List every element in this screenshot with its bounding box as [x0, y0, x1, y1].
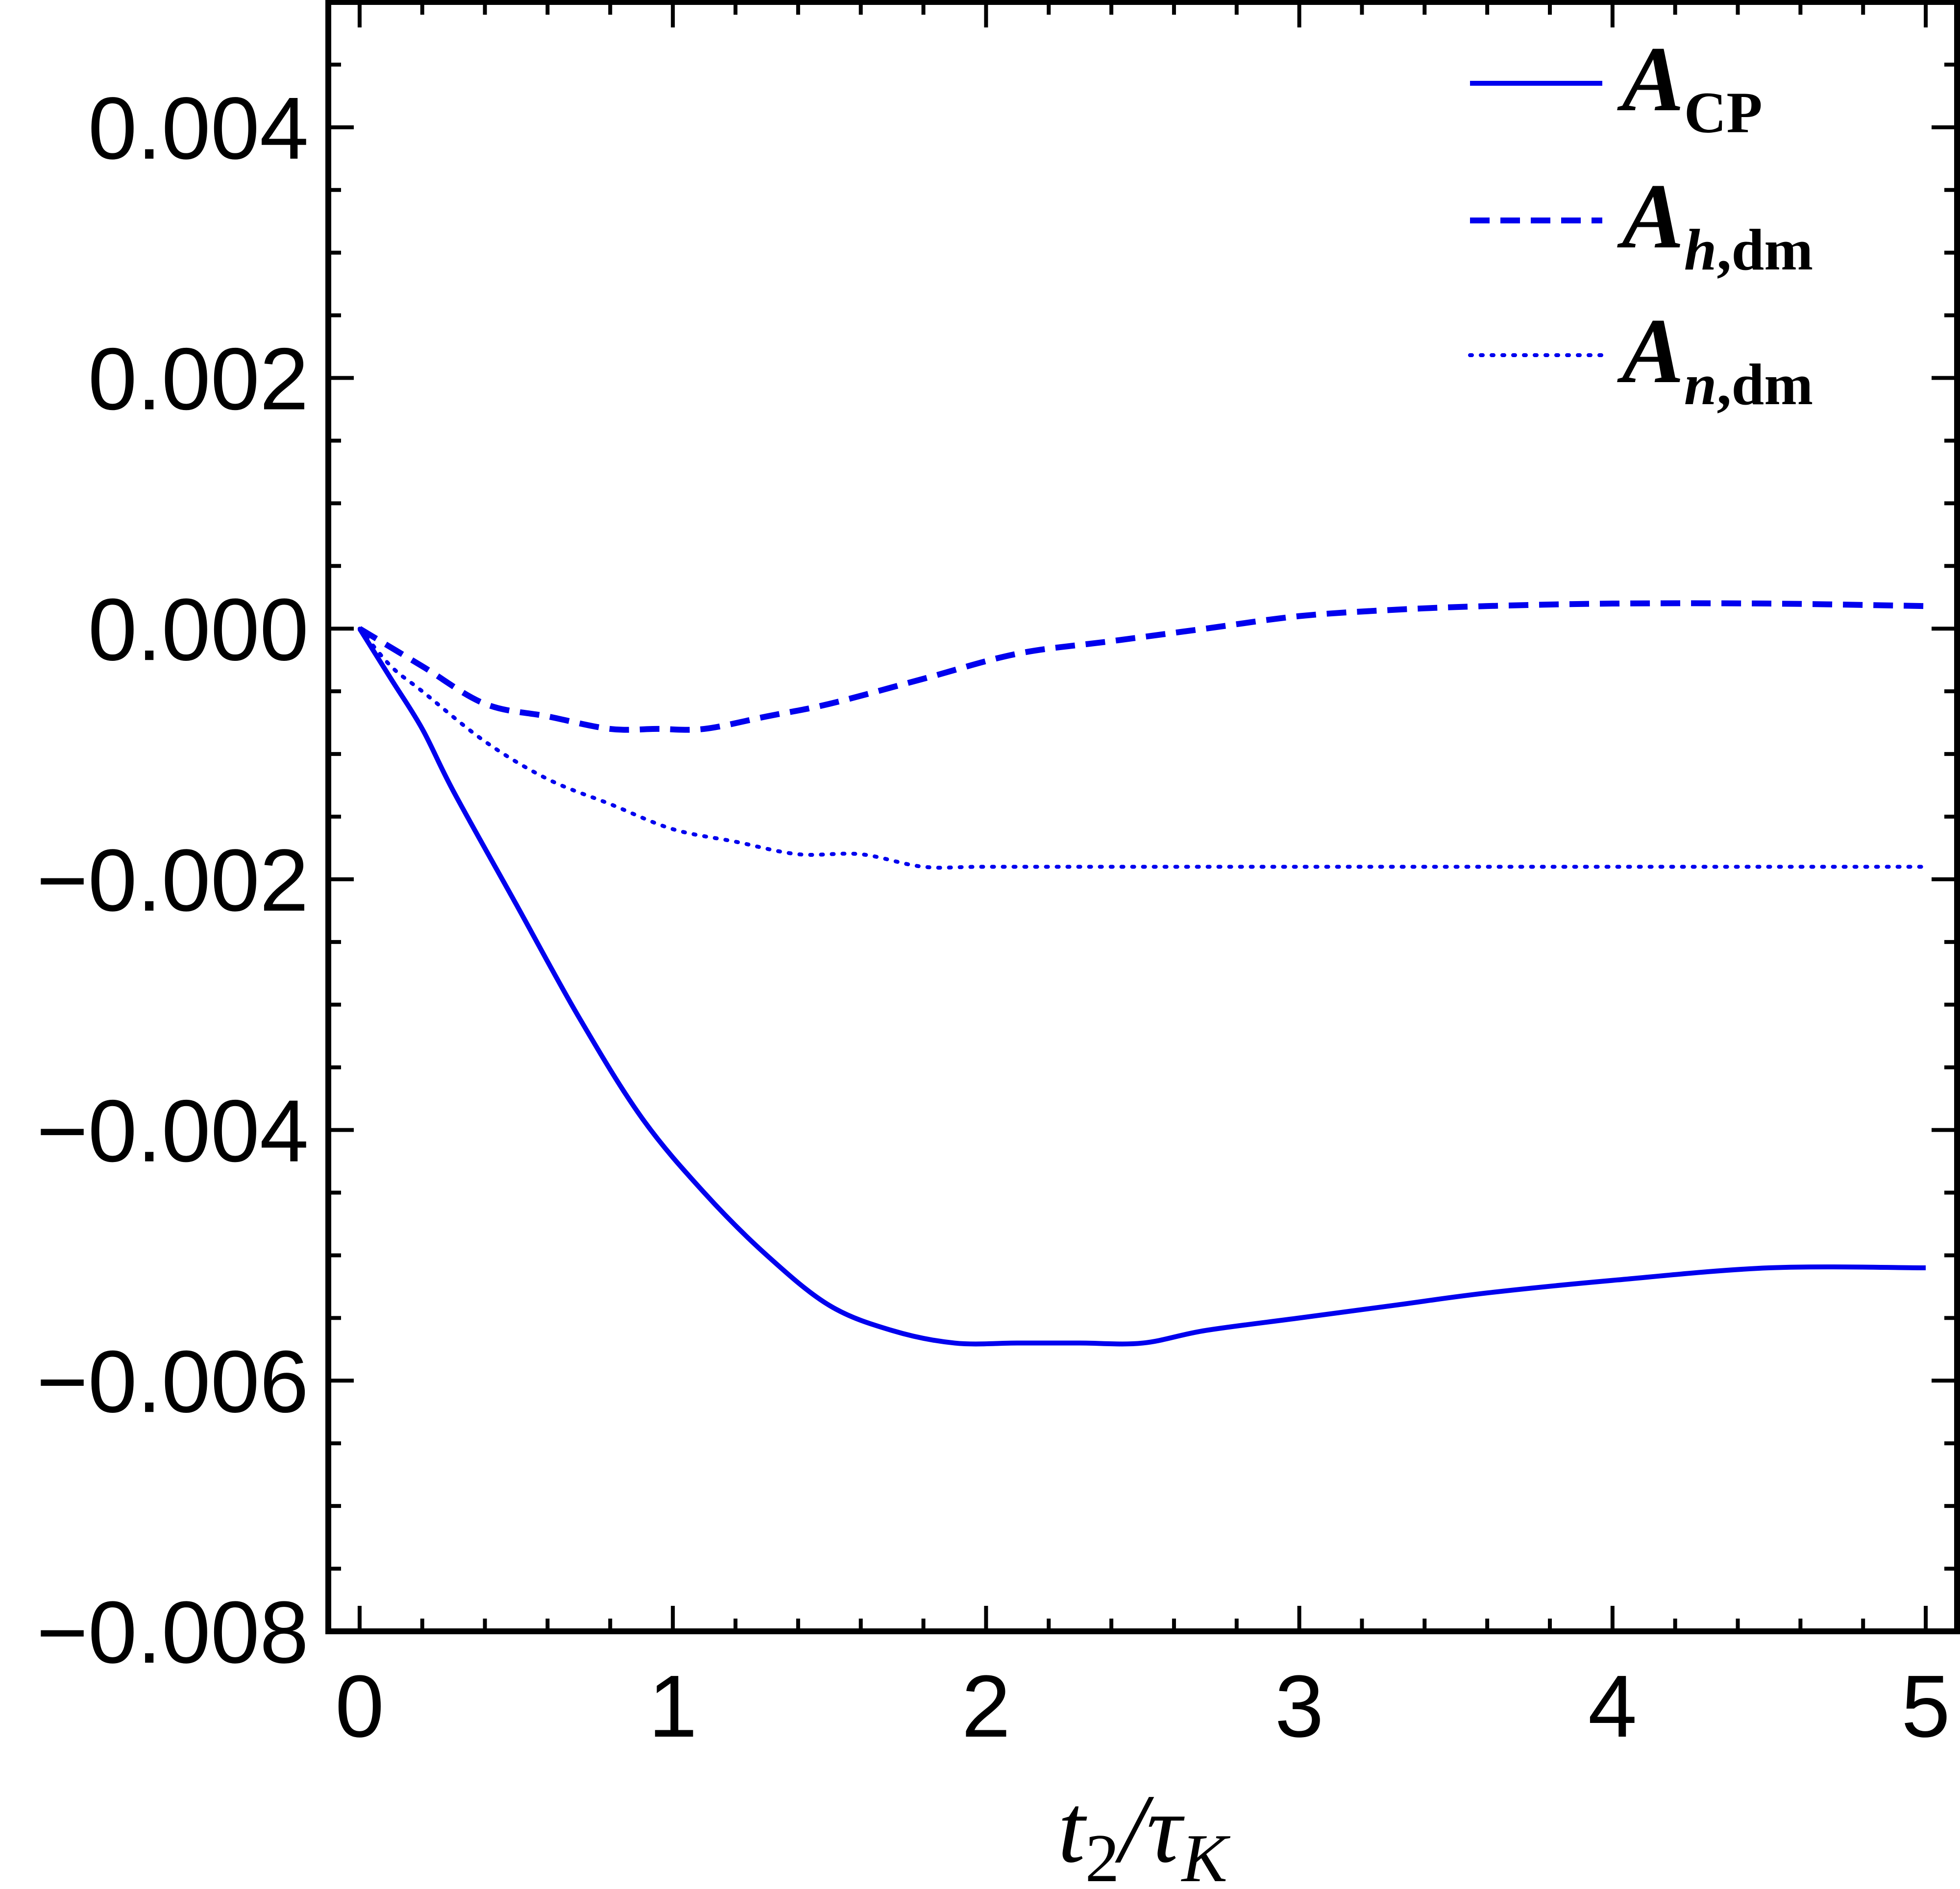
- y-tick-label: 0.004: [88, 79, 309, 178]
- x-axis-title: t2/τK: [1058, 1775, 1231, 1889]
- x-tick-label: 5: [1901, 1657, 1950, 1756]
- series-line-solid: [357, 627, 1926, 1347]
- tick-labels: 0 1 2 3 4 5 −0.008 −0.006 −0.004 −0.002 0.000 0.002…: [36, 79, 1950, 1756]
- y-tick-label: −0.006: [36, 1332, 309, 1431]
- y-tick-label: −0.002: [36, 831, 309, 930]
- x-tick-label: 3: [1275, 1657, 1324, 1756]
- y-tick-label: −0.004: [36, 1082, 309, 1181]
- x-axis-title-mid: /τ: [1115, 1775, 1185, 1883]
- x-tick-label: 0: [335, 1657, 384, 1756]
- x-tick-label: 1: [648, 1657, 697, 1756]
- plot-frame: [325, 0, 1960, 1634]
- y-tick-label: 0.002: [88, 330, 309, 429]
- legend-label: Ah,dm: [1617, 165, 1813, 282]
- x-tick-label: 4: [1588, 1657, 1637, 1756]
- legend-label: ACP: [1617, 28, 1763, 145]
- y-tick-label: −0.008: [36, 1583, 309, 1682]
- series-line-dotted: [357, 627, 1928, 870]
- x-axis-title-sub: 2: [1085, 1820, 1120, 1889]
- x-axis-title-main: t: [1058, 1775, 1087, 1883]
- legend-label: An,dm: [1617, 300, 1813, 417]
- y-tick-label: 0.000: [88, 581, 309, 679]
- x-tick-label: 2: [961, 1657, 1010, 1756]
- major-ticks: [328, 2, 1957, 1633]
- series-layer: [357, 600, 1928, 1347]
- legend: ACP Ah,dm An,dm: [1468, 28, 1813, 417]
- series-line-dashed: [358, 600, 1926, 733]
- x-axis-title-sub2: K: [1181, 1820, 1231, 1889]
